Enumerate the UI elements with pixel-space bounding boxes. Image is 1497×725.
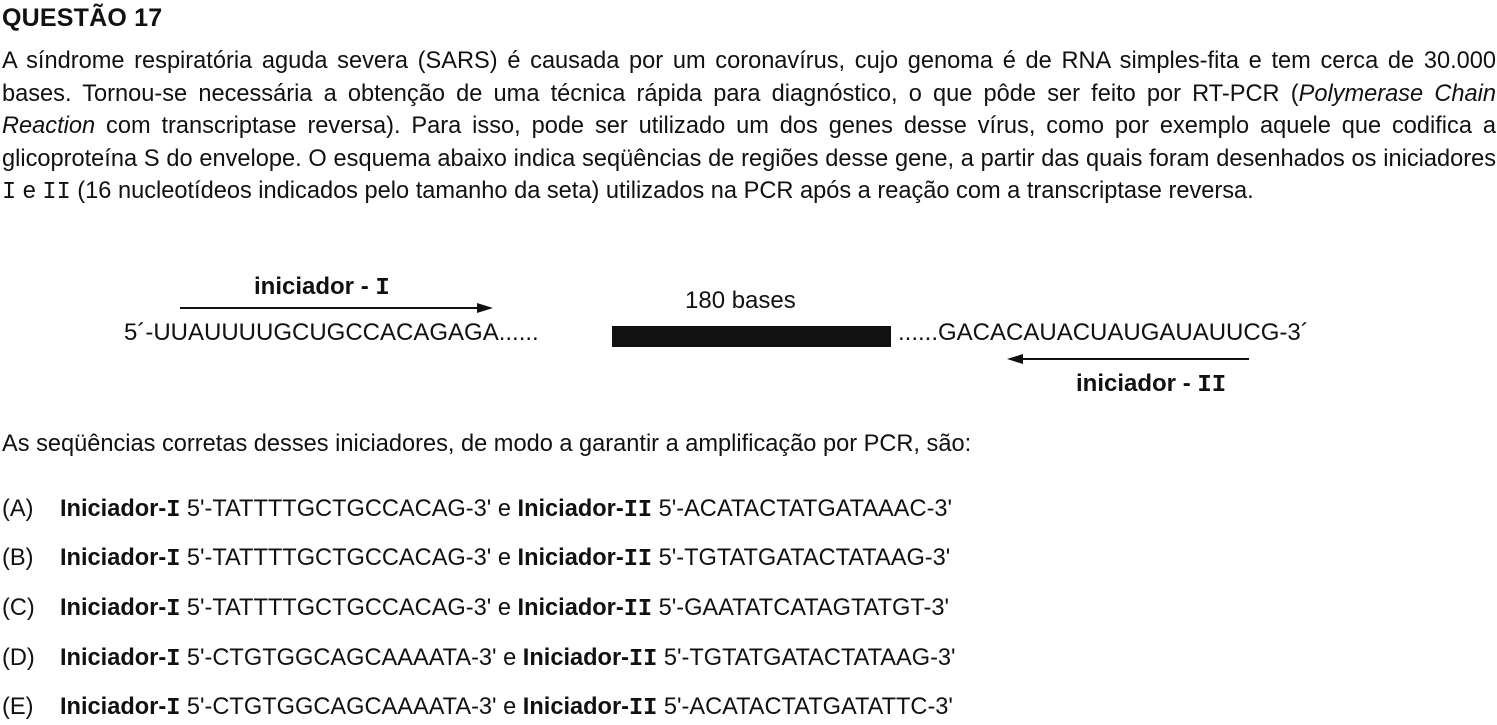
option-letter: (C): [2, 595, 35, 621]
bases-label: 180 bases: [685, 287, 796, 314]
option-primer-1-sequence: 5'-TATTTTGCTGCCACAG-3' e: [180, 595, 518, 621]
option-primer-2-numeral: II: [623, 497, 653, 524]
option-letter: (D): [2, 645, 35, 671]
option-e[interactable]: (E) Iniciador-I 5'-CTGTGGCAGCAAAATA-3' e …: [2, 694, 953, 722]
option-primer-1-label: Iniciador-: [60, 645, 167, 671]
option-primer-2-numeral: II: [628, 695, 658, 722]
statement-text-3: e: [16, 178, 43, 205]
option-primer-2-sequence: 5'-ACATACTATGATATTC-3': [657, 694, 953, 720]
primer-2-label-numeral: II: [1197, 372, 1227, 399]
option-primer-2-label: Iniciador-: [517, 595, 624, 621]
primer-2-arrow-shaft: [1022, 358, 1249, 360]
option-a[interactable]: (A) Iniciador-I 5'-TATTTTGCTGCCACAG-3' e …: [2, 496, 952, 524]
option-primer-2-label: Iniciador-: [522, 694, 629, 720]
statement-text-2: com transcriptase reversa). Para isso, p…: [2, 113, 1496, 172]
option-primer-2-label: Iniciador-: [522, 645, 629, 671]
option-primer-1-numeral: I: [166, 546, 181, 573]
right-sequence: ......GACACAUACUAUGAUAUUCG-3´: [898, 319, 1309, 346]
primer-2-label: iniciador - II: [1076, 370, 1226, 399]
question-title: QUESTÃO 17: [2, 4, 163, 32]
option-primer-1-label: Iniciador-: [60, 694, 167, 720]
primer-1-label: iniciador - I: [254, 273, 390, 302]
option-primer-1-label: Iniciador-: [60, 545, 167, 571]
statement-italic: Polymerase Chain Reaction: [2, 80, 1496, 140]
option-primer-2-numeral: II: [623, 596, 653, 623]
primer-1-arrow-shaft: [180, 307, 478, 309]
option-primer-2-label: Iniciador-: [517, 545, 624, 571]
primer-1-arrow-head: [477, 303, 493, 313]
option-primer-1-numeral: I: [166, 646, 181, 673]
option-c[interactable]: (C) Iniciador-I 5'-TATTTTGCTGCCACAG-3' e …: [2, 595, 949, 623]
primer-1-label-numeral: I: [375, 275, 390, 302]
statement-text-1: A síndrome respiratória aguda severa (SA…: [2, 48, 1496, 107]
gene-diagram: iniciador - I 180 bases 5´-UUAUUUUGCUGCC…: [0, 260, 1497, 410]
option-primer-1-numeral: I: [166, 497, 181, 524]
option-letter: (B): [2, 545, 34, 571]
option-d[interactable]: (D) Iniciador-I 5'-CTGTGGCAGCAAAATA-3' e …: [2, 645, 956, 673]
option-primer-1-sequence: 5'-TATTTTGCTGCCACAG-3' e: [180, 496, 518, 522]
option-primer-2-sequence: 5'-ACATACTATGATAAAC-3': [652, 496, 953, 522]
option-primer-1-label: Iniciador-: [60, 595, 167, 621]
option-primer-1-numeral: I: [166, 695, 181, 722]
option-primer-2-sequence: 5'-TGTATGATACTATAAG-3': [657, 645, 956, 671]
option-primer-1-sequence: 5'-TATTTTGCTGCCACAG-3' e: [180, 545, 518, 571]
option-primer-1-numeral: I: [166, 596, 181, 623]
option-b[interactable]: (B) Iniciador-I 5'-TATTTTGCTGCCACAG-3' e …: [2, 545, 950, 573]
option-letter: (E): [2, 694, 34, 720]
statement-text-4: (16 nucleotídeos indicados pelo tamanho …: [70, 178, 1254, 205]
primer-2-arrow-head: [1007, 354, 1023, 364]
option-primer-1-sequence: 5'-CTGTGGCAGCAAAATA-3' e: [180, 694, 523, 720]
statement-primer-i: I: [2, 179, 17, 207]
primer-2-label-text: iniciador -: [1076, 370, 1198, 397]
option-primer-2-sequence: 5'-GAATATCATAGTATGT-3': [652, 595, 949, 621]
option-primer-1-label: Iniciador-: [60, 496, 167, 522]
question-prompt: As seqüências corretas desses iniciadore…: [2, 431, 972, 457]
option-primer-1-sequence: 5'-CTGTGGCAGCAAAATA-3' e: [180, 645, 523, 671]
option-primer-2-numeral: II: [623, 546, 653, 573]
option-primer-2-numeral: II: [628, 646, 658, 673]
statement-primer-ii: II: [42, 179, 71, 207]
left-sequence: 5´-UUAUUUUGCUGCCACAGAGA......: [124, 319, 539, 346]
option-letter: (A): [2, 496, 34, 522]
option-primer-2-label: Iniciador-: [517, 496, 624, 522]
gene-region-bar: [612, 326, 891, 347]
question-statement: A síndrome respiratória aguda severa (SA…: [2, 45, 1496, 210]
primer-1-label-text: iniciador -: [254, 273, 376, 300]
option-primer-2-sequence: 5'-TGTATGATACTATAAG-3': [652, 545, 951, 571]
